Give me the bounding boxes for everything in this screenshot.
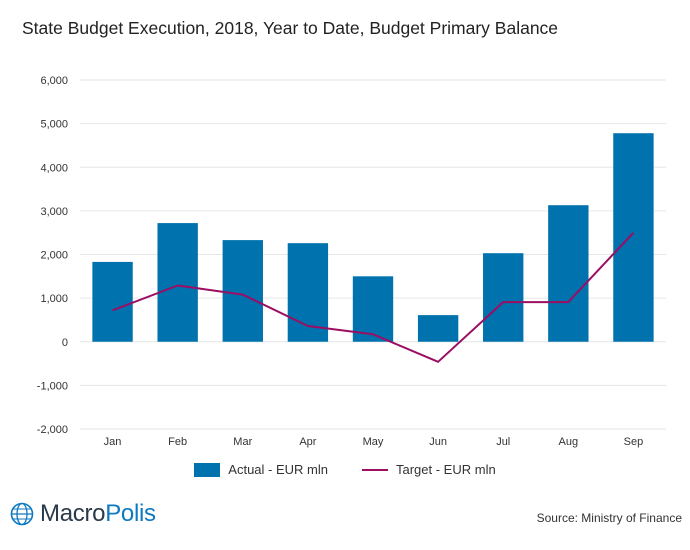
macropolis-logo: MacroPolis — [10, 500, 156, 528]
target-line[interactable] — [112, 232, 635, 363]
x-tick-label: Mar — [233, 436, 252, 448]
legend: Actual - EUR mln Target - EUR mln — [0, 462, 690, 477]
y-tick-label: 4,000 — [40, 162, 68, 174]
bar-actual-aug[interactable] — [548, 205, 589, 342]
x-tick-label: Aug — [559, 436, 579, 448]
legend-swatch-line — [362, 468, 388, 471]
bar-actual-mar[interactable] — [222, 240, 263, 342]
x-tick-label: Jul — [496, 436, 510, 448]
bar-actual-jan[interactable] — [92, 261, 133, 342]
bar-series — [92, 133, 654, 342]
y-tick-label: -1,000 — [37, 380, 68, 392]
x-tick-label: Jan — [104, 436, 122, 448]
y-tick-label: 6,000 — [40, 75, 68, 87]
x-axis-ticks: Jan Feb Mar Apr May Jun Jul Aug Sep — [104, 436, 644, 448]
y-tick-label: 0 — [62, 337, 68, 349]
legend-item-target[interactable]: Target - EUR mln — [362, 462, 496, 477]
bar-actual-may[interactable] — [352, 276, 394, 342]
y-tick-label: 2,000 — [40, 250, 68, 262]
x-tick-label: Jun — [429, 436, 447, 448]
x-tick-label: Feb — [168, 436, 187, 448]
y-tick-label: -2,000 — [37, 424, 68, 436]
y-tick-label: 1,000 — [40, 293, 68, 305]
legend-label-actual: Actual - EUR mln — [228, 462, 328, 477]
source-note: Source: Ministry of Finance — [536, 511, 682, 525]
line-series — [112, 232, 635, 363]
x-tick-label: Sep — [624, 436, 644, 448]
bar-actual-jun[interactable] — [417, 315, 459, 342]
bar-actual-feb[interactable] — [157, 223, 198, 342]
x-tick-label: May — [363, 436, 384, 448]
y-tick-label: 3,000 — [40, 206, 68, 218]
logo-text-part1: Macro — [40, 500, 106, 527]
logo-text: MacroPolis — [40, 500, 156, 528]
legend-swatch-bar — [194, 462, 221, 477]
legend-label-target: Target - EUR mln — [396, 462, 496, 477]
bar-actual-jul[interactable] — [483, 253, 524, 342]
logo-text-part2: Polis — [105, 500, 156, 527]
x-tick-label: Apr — [299, 436, 316, 448]
legend-item-actual[interactable]: Actual - EUR mln — [194, 462, 328, 477]
chart-title: State Budget Execution, 2018, Year to Da… — [22, 18, 559, 38]
bar-actual-sep[interactable] — [613, 133, 654, 342]
chart-area: 6,000 5,000 4,000 3,000 2,000 1,000 0 -1,000 -2,… — [37, 75, 666, 448]
globe-icon — [10, 502, 34, 526]
y-axis-ticks: 6,000 5,000 4,000 3,000 2,000 1,000 0 -1,000 -2,… — [37, 75, 68, 436]
y-tick-label: 5,000 — [40, 119, 68, 131]
